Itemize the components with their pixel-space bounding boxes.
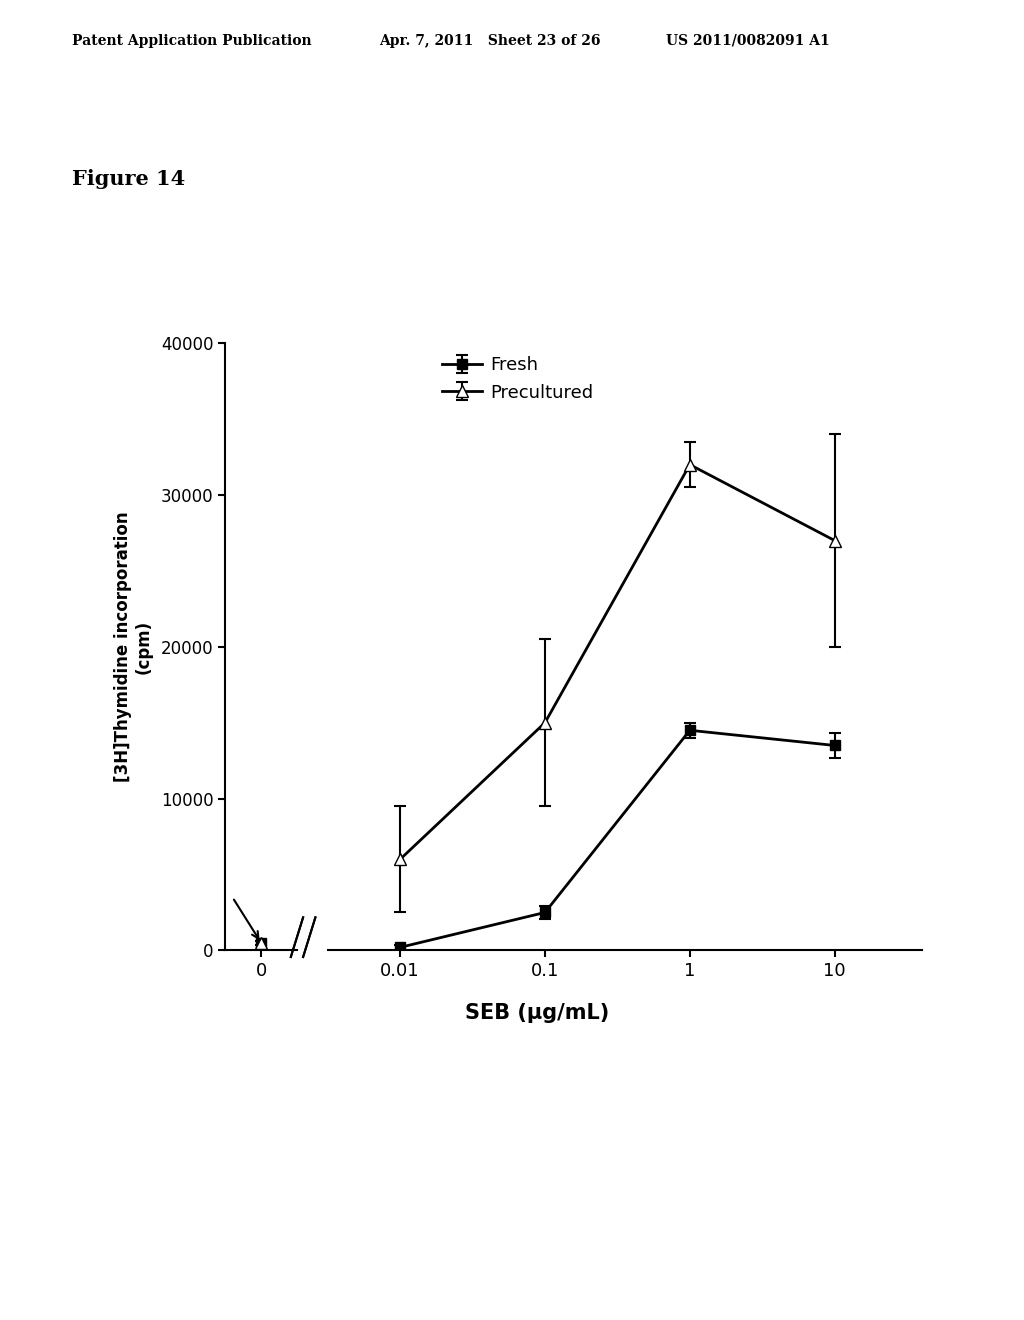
Text: Patent Application Publication: Patent Application Publication	[72, 34, 311, 48]
Text: Figure 14: Figure 14	[72, 169, 185, 189]
Y-axis label: [3H]Thymidine incorporation
(cpm): [3H]Thymidine incorporation (cpm)	[114, 511, 153, 783]
Text: SEB (μg/mL): SEB (μg/mL)	[466, 1003, 609, 1023]
Text: US 2011/0082091 A1: US 2011/0082091 A1	[666, 34, 829, 48]
Legend: Fresh, Precultured: Fresh, Precultured	[434, 350, 601, 409]
Text: Apr. 7, 2011   Sheet 23 of 26: Apr. 7, 2011 Sheet 23 of 26	[379, 34, 600, 48]
